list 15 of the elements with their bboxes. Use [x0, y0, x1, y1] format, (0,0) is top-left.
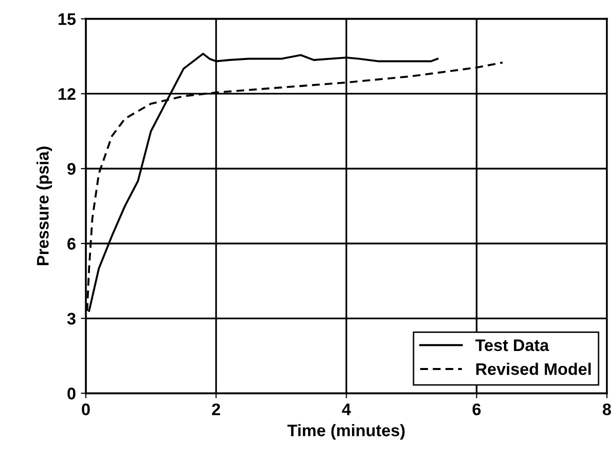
x-tick-label: 4: [342, 404, 351, 416]
y-tick-label: 15: [58, 13, 76, 26]
legend-label: Test Data: [475, 339, 550, 352]
x-tick-label: 8: [602, 403, 611, 416]
y-tick-label: 0: [67, 388, 76, 400]
y-tick-label: 12: [58, 88, 76, 100]
y-tick-label: 9: [67, 163, 76, 175]
y-tick-label: 3: [67, 312, 76, 325]
x-tick-label: 0: [82, 403, 90, 416]
x-tick-label: 6: [472, 403, 481, 416]
y-axis-title: Pressure (psia): [36, 146, 52, 266]
y-tick-label: 6: [67, 238, 76, 250]
legend-label: Revised Model: [476, 362, 591, 375]
x-axis-title: Time (minutes): [287, 424, 405, 440]
x-tick-label: 2: [212, 403, 220, 416]
